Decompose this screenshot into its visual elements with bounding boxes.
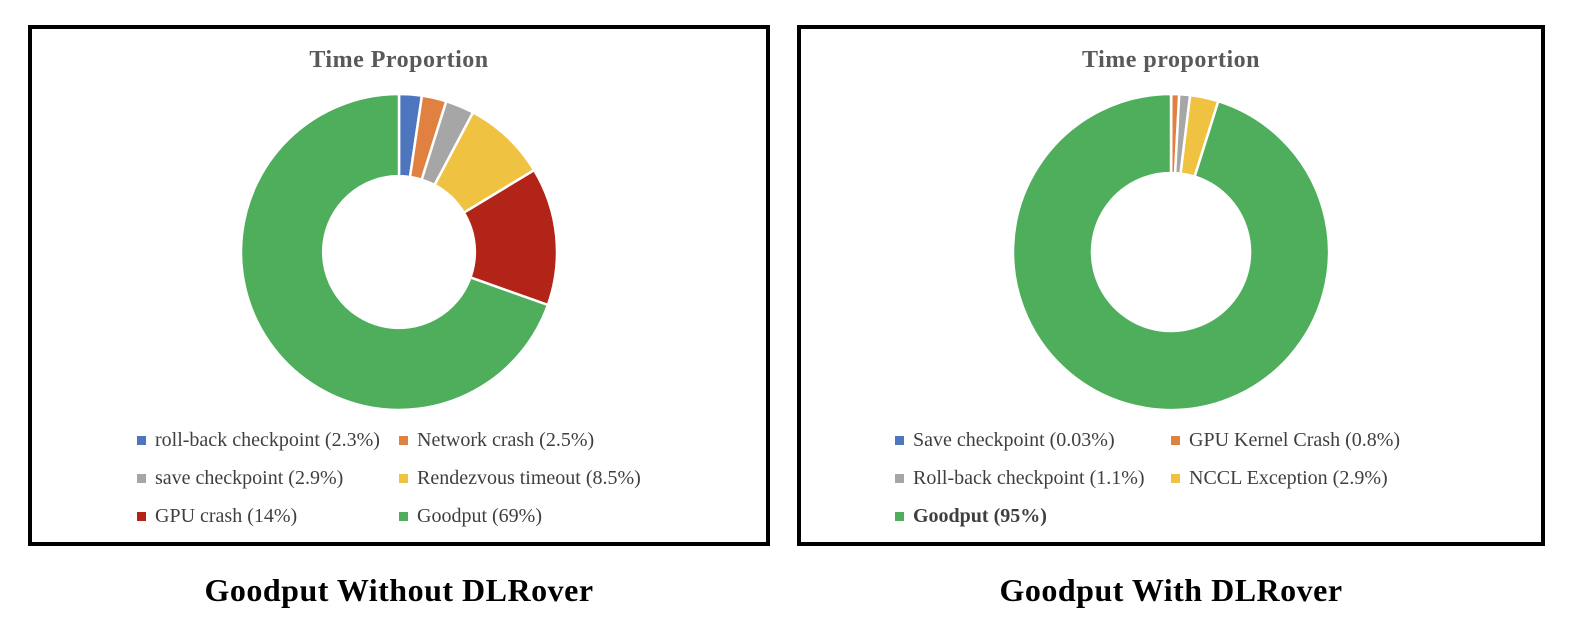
legend-swatch (399, 436, 408, 445)
legend-swatch (137, 512, 146, 521)
donut-chart-without-dlrover (239, 92, 559, 412)
legend-item-save-checkpoint: save checkpoint (2.9%) (137, 467, 399, 490)
legend-item-network-crash: Network crash (2.5%) (399, 429, 661, 452)
legend-label: Rendezvous timeout (8.5%) (417, 467, 641, 489)
donut-slice-goodput (1011, 92, 1331, 412)
legend-swatch (1171, 436, 1180, 445)
legend-item-gpu-kernel-crash: GPU Kernel Crash (0.8%) (1171, 429, 1447, 452)
donut-chart-with-dlrover (1011, 92, 1331, 412)
legend-item-rendezvous-timeout: Rendezvous timeout (8.5%) (399, 467, 661, 490)
chart-legend-without-dlrover: roll-back checkpoint (2.3%) Network crash… (32, 429, 766, 528)
legend-label: Roll-back checkpoint (1.1%) (913, 467, 1145, 489)
chart-title-right: Time proportion (1082, 47, 1260, 73)
legend-swatch (137, 474, 146, 483)
legend-item-save-checkpoint: Save checkpoint (0.03%) (895, 429, 1171, 452)
caption-with-dlrover: Goodput With DLRover (999, 572, 1343, 608)
legend-label: save checkpoint (2.9%) (155, 467, 344, 489)
legend-label: Goodput (95%) (913, 505, 1047, 527)
legend-swatch (895, 474, 904, 483)
legend-label: roll-back checkpoint (2.3%) (155, 429, 380, 451)
legend-swatch (895, 512, 904, 521)
legend-item-roll-back-checkpoint: roll-back checkpoint (2.3%) (137, 429, 399, 452)
legend-label: NCCL Exception (2.9%) (1189, 467, 1388, 489)
legend-swatch (1171, 474, 1180, 483)
donut-slices-group (1011, 92, 1331, 412)
legend-label: Save checkpoint (0.03%) (913, 429, 1115, 451)
donut-slices-group (239, 92, 559, 412)
legend-item-nccl-exception: NCCL Exception (2.9%) (1171, 467, 1447, 490)
legend-label: Network crash (2.5%) (417, 429, 595, 451)
legend-swatch (399, 474, 408, 483)
donut-slice-goodput (239, 92, 550, 412)
legend-label: Goodput (69%) (417, 505, 542, 527)
legend-swatch (399, 512, 408, 521)
chart-legend-with-dlrover: Save checkpoint (0.03%) GPU Kernel Crash … (801, 429, 1541, 528)
chart-panel-without-dlrover: Time Proportion roll-back checkpoint (2.… (28, 25, 770, 546)
chart-panel-with-dlrover: Time proportion Save checkpoint (0.03%) G… (797, 25, 1545, 546)
legend-swatch (895, 436, 904, 445)
legend-item-goodput: Goodput (69%) (399, 505, 661, 528)
legend-swatch (137, 436, 146, 445)
legend-item-goodput: Goodput (95%) (895, 505, 1171, 528)
legend-item-roll-back-checkpoint: Roll-back checkpoint (1.1%) (895, 467, 1171, 490)
legend-item-gpu-crash: GPU crash (14%) (137, 505, 399, 528)
chart-title-left: Time Proportion (309, 47, 489, 73)
legend-label: GPU Kernel Crash (0.8%) (1189, 429, 1401, 451)
legend-label: GPU crash (14%) (155, 505, 298, 527)
caption-without-dlrover: Goodput Without DLRover (204, 572, 594, 608)
